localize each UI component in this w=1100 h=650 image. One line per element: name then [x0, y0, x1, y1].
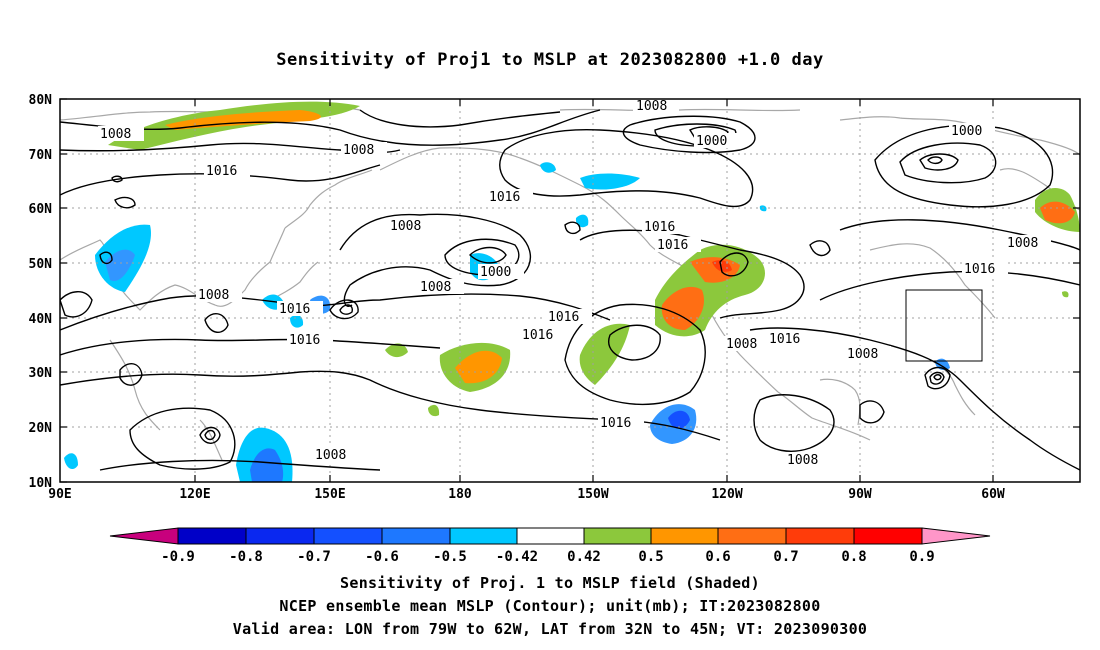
colorbar-cell	[245, 527, 315, 545]
caption-line-1: Sensitivity of Proj. 1 to MSLP field (Sh…	[340, 574, 760, 592]
colorbar-cell	[177, 527, 247, 545]
colorbar-label: -0.8	[229, 549, 263, 565]
contour-label: 1000	[480, 265, 511, 280]
lat-label: 20N	[29, 421, 53, 436]
colorbar-label: -0.42	[496, 549, 538, 565]
colorbar-cell	[516, 527, 585, 545]
colorbar-cell	[313, 527, 383, 545]
contour-label: 1008	[726, 337, 757, 352]
contour-label: 1016	[289, 333, 320, 348]
colorbar-label: -0.5	[433, 549, 467, 565]
plot-frame	[59, 98, 1081, 483]
contour-label: 1000	[696, 134, 727, 149]
contour-label: 1016	[769, 332, 800, 347]
contour-label: 1016	[964, 262, 995, 277]
contour-label: 1016	[279, 302, 310, 317]
mslp-contours	[60, 109, 1080, 471]
map-title: Sensitivity of Proj1 to MSLP at 20230828…	[276, 50, 824, 70]
lat-label: 30N	[29, 366, 53, 381]
colorbar-arrow-left	[109, 527, 179, 545]
latitude-labels: 80N 70N 60N 50N 40N 30N 20N 10N	[29, 93, 53, 491]
contour-label: 1008	[420, 280, 451, 295]
colorbar-labels: -0.9 -0.8 -0.7 -0.6 -0.5 -0.42 0.42 0.5 …	[161, 549, 935, 565]
contour-label: 1000	[951, 124, 982, 139]
lat-label: 40N	[29, 312, 53, 327]
colorbar-label: 0.42	[567, 549, 601, 565]
caption-line-3: Valid area: LON from 79W to 62W, LAT fro…	[232, 620, 868, 638]
contour-label: 1008	[198, 288, 229, 303]
lat-label: 80N	[29, 93, 53, 108]
contour-label: 1008	[343, 143, 374, 158]
lon-label: 120W	[711, 487, 742, 502]
axis-ticks	[60, 98, 1080, 483]
lon-label: 150E	[314, 487, 345, 502]
lon-label: 90W	[848, 487, 872, 502]
contour-label: 1008	[847, 347, 878, 362]
lon-label: 60W	[981, 487, 1005, 502]
contour-label: 1016	[548, 310, 579, 325]
colorbar-label: -0.6	[365, 549, 399, 565]
colorbar-label: 0.9	[909, 549, 934, 565]
colorbar-label: 0.8	[841, 549, 866, 565]
valid-area-box	[905, 289, 983, 362]
lon-label: 180	[448, 487, 472, 502]
colorbar-cell	[853, 527, 923, 545]
colorbar	[109, 527, 991, 545]
contour-label: 1016	[206, 164, 237, 179]
colorbar-cell	[650, 527, 719, 545]
colorbar-label: 0.6	[705, 549, 730, 565]
contour-label: 1008	[315, 448, 346, 463]
colorbar-cell	[717, 527, 787, 545]
lat-label: 50N	[29, 257, 53, 272]
longitude-labels: 90E 120E 150E 180 150W 120W 90W 60W	[48, 487, 1005, 502]
contour-label: 1016	[522, 328, 553, 343]
contour-label: 1008	[1007, 236, 1038, 251]
caption-line-2: NCEP ensemble mean MSLP (Contour); unit(…	[279, 597, 821, 615]
contour-label: 1016	[657, 238, 688, 253]
contour-label: 1016	[489, 190, 520, 205]
lon-label: 120E	[179, 487, 210, 502]
colorbar-cell	[785, 527, 855, 545]
colorbar-label: 0.5	[638, 549, 663, 565]
lat-label: 60N	[29, 202, 53, 217]
colorbar-label: -0.9	[161, 549, 195, 565]
contour-label: 1016	[600, 416, 631, 431]
colorbar-label: 0.7	[773, 549, 798, 565]
contour-label: 1016	[644, 220, 675, 235]
contour-label: 1008	[787, 453, 818, 468]
contour-label: 1008	[390, 219, 421, 234]
lat-label: 10N	[29, 476, 53, 491]
colorbar-arrow-right	[921, 527, 991, 545]
contour-label: 1008	[100, 127, 131, 142]
lon-label: 90E	[48, 487, 71, 502]
colorbar-cell	[449, 527, 518, 545]
contour-label: 1008	[636, 99, 667, 114]
lat-label: 70N	[29, 148, 53, 163]
contour-labels: 1008 1008 1016 1008 1016 1008 1016 1000 …	[98, 98, 1051, 468]
colorbar-cell	[381, 527, 451, 545]
colorbar-label: -0.7	[297, 549, 331, 565]
lon-label: 150W	[577, 487, 608, 502]
colorbar-cell	[583, 527, 652, 545]
